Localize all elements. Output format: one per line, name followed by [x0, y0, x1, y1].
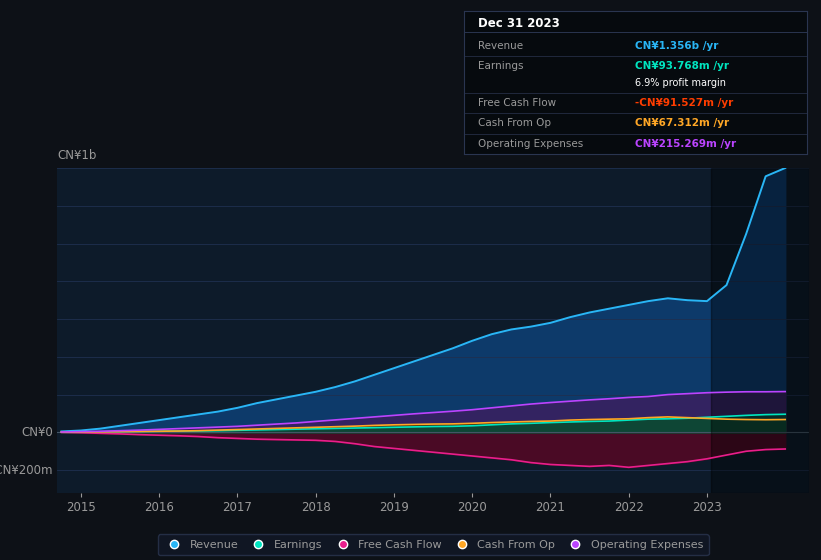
Text: Operating Expenses: Operating Expenses: [478, 139, 583, 149]
Text: Free Cash Flow: Free Cash Flow: [478, 98, 556, 108]
Text: Revenue: Revenue: [478, 41, 523, 51]
Bar: [711, 168, 809, 493]
Legend: Revenue, Earnings, Free Cash Flow, Cash From Op, Operating Expenses: Revenue, Earnings, Free Cash Flow, Cash …: [158, 534, 709, 556]
Text: Earnings: Earnings: [478, 61, 523, 71]
Text: CN¥1b: CN¥1b: [57, 150, 97, 162]
Text: 6.9% profit margin: 6.9% profit margin: [635, 78, 727, 87]
Text: Dec 31 2023: Dec 31 2023: [478, 17, 559, 30]
Text: CN¥93.768m /yr: CN¥93.768m /yr: [635, 61, 729, 71]
Text: -CN¥200m: -CN¥200m: [0, 464, 53, 477]
Text: CN¥215.269m /yr: CN¥215.269m /yr: [635, 139, 736, 149]
Text: CN¥1.356b /yr: CN¥1.356b /yr: [635, 41, 719, 51]
Text: CN¥0: CN¥0: [21, 426, 53, 439]
Text: -CN¥91.527m /yr: -CN¥91.527m /yr: [635, 98, 734, 108]
Text: Cash From Op: Cash From Op: [478, 118, 551, 128]
Text: CN¥67.312m /yr: CN¥67.312m /yr: [635, 118, 730, 128]
